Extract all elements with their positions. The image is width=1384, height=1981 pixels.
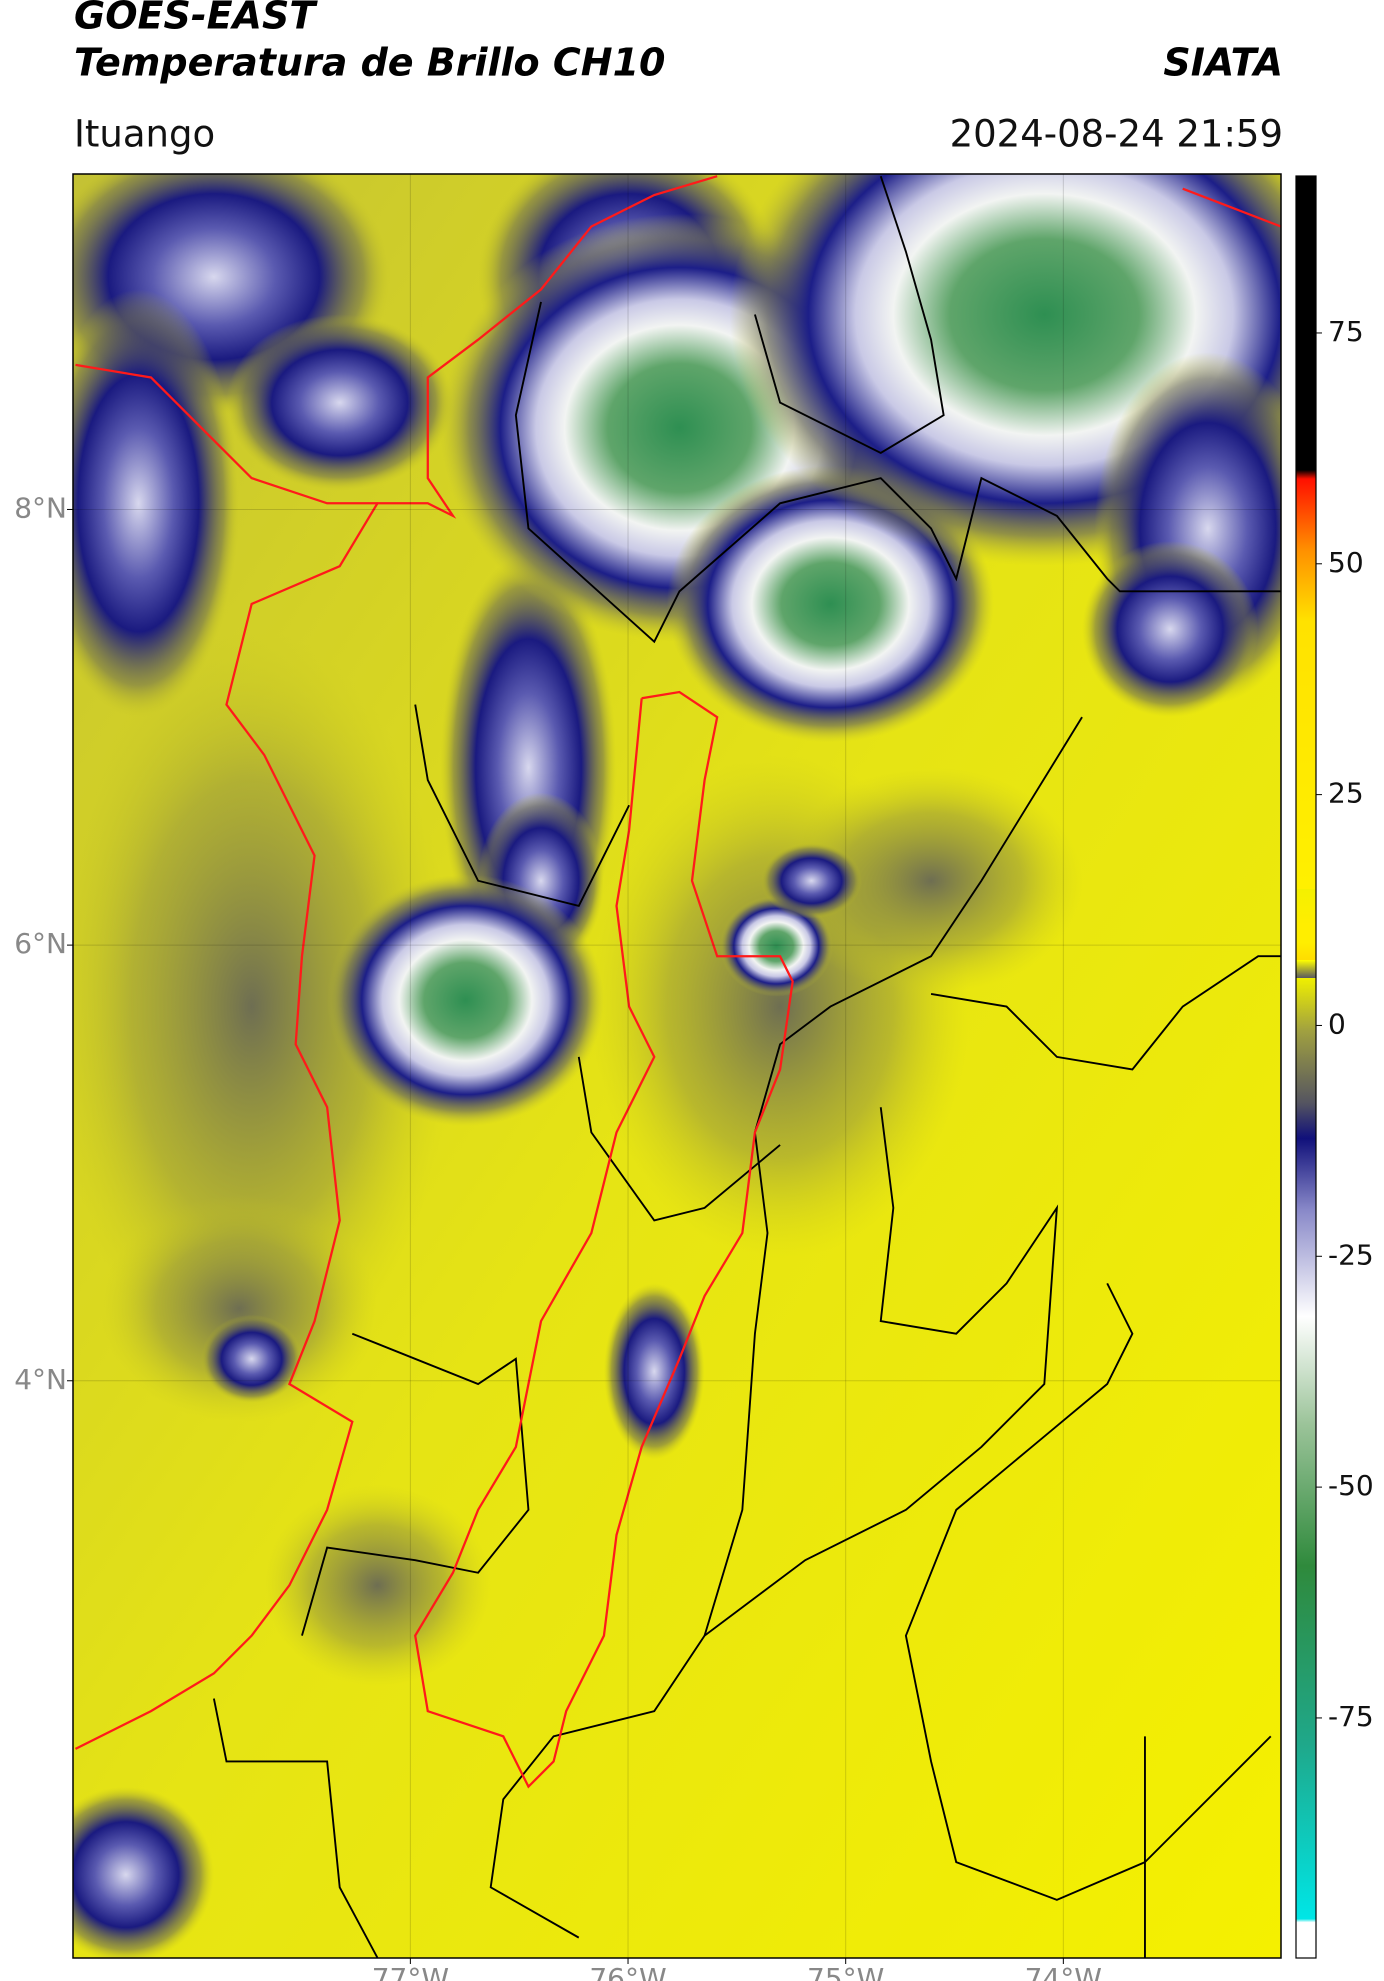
timestamp: 2024-08-24 21:59 [950, 113, 1283, 156]
location: Ituango [74, 113, 215, 156]
x-tick-label: 77°W [372, 1962, 449, 1981]
y-tick-label: 8°N [14, 491, 67, 524]
colorbar-ticks: 75 50 25 0 -25 -50 -75 [1316, 315, 1374, 1733]
map-frame [72, 173, 1282, 1959]
x-tick-label: 74°W [1025, 1962, 1102, 1981]
colorbar-tick-label: 75 [1328, 315, 1364, 348]
map-grid: 77°W 76°W 75°W 74°W 8°N 6°N 4°N [14, 174, 1281, 1981]
title: GOES-EAST [74, 0, 318, 38]
x-tick-label: 76°W [589, 1962, 666, 1981]
colorbar [1295, 175, 1317, 1959]
brand: SIATA [1163, 41, 1283, 85]
colorbar-tick-label: 50 [1328, 546, 1364, 579]
y-tick-label: 4°N [14, 1363, 67, 1396]
y-tick-label: 6°N [14, 927, 67, 960]
subtitle: Temperatura de Brillo CH10 [74, 41, 665, 85]
colorbar-tick-label: -50 [1328, 1469, 1374, 1502]
map-image [73, 174, 1281, 1958]
colorbar-tick-label: 25 [1328, 777, 1364, 810]
colorbar-tick-label: -25 [1328, 1238, 1374, 1271]
colorbar-tick-label: -75 [1328, 1700, 1374, 1733]
x-tick-label: 75°W [807, 1962, 884, 1981]
colorbar-tick-label: 0 [1328, 1007, 1346, 1040]
